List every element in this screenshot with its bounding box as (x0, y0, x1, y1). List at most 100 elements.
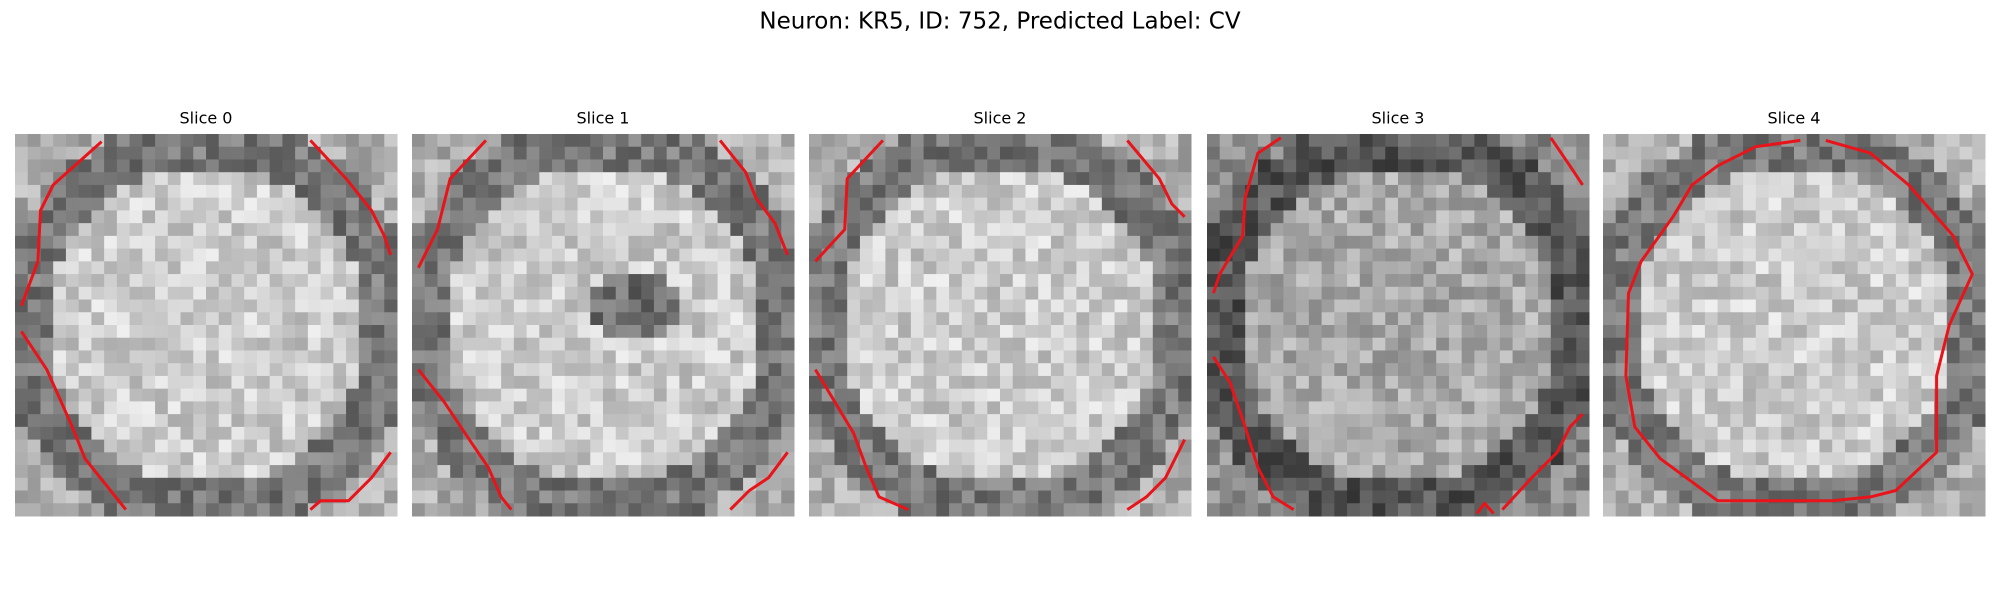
pixel (142, 388, 156, 402)
pixel (1076, 401, 1090, 415)
pixel (1038, 388, 1052, 402)
pixel (1385, 363, 1399, 377)
pixel (155, 439, 169, 453)
pixel (1385, 312, 1399, 326)
pixel (1972, 210, 1986, 224)
pixel (1692, 184, 1706, 199)
pixel (180, 388, 194, 402)
pixel (768, 312, 782, 326)
pixel (1283, 401, 1297, 415)
pixel (450, 184, 464, 199)
pixel (1679, 363, 1693, 377)
pixel (859, 426, 874, 441)
pixel (1755, 439, 1770, 453)
pixel (1959, 223, 1973, 237)
pixel (974, 159, 988, 173)
pixel (1743, 235, 1757, 250)
pixel (1321, 261, 1335, 275)
pixel (730, 223, 744, 237)
pixel (384, 312, 398, 326)
contour (417, 368, 513, 511)
pixel (1257, 299, 1272, 313)
pixel (437, 299, 451, 313)
pixel (333, 350, 347, 364)
pixel (1385, 210, 1399, 224)
pixel (167, 325, 182, 339)
pixel (564, 477, 579, 492)
pixel (1603, 503, 1617, 517)
pixel (1883, 477, 1897, 492)
pixel (821, 312, 835, 326)
pixel (821, 350, 835, 364)
pixel (384, 388, 398, 402)
pixel (666, 465, 680, 479)
pixel (781, 134, 795, 148)
pixel (526, 414, 540, 428)
pixel (872, 159, 886, 173)
pixel (1832, 248, 1846, 262)
pixel (437, 350, 451, 364)
pixel (1410, 350, 1424, 364)
pixel (641, 401, 655, 415)
pixel (1550, 388, 1565, 402)
pixel (437, 159, 451, 173)
pixel (781, 363, 795, 377)
pixel (615, 146, 629, 160)
pixel (295, 134, 309, 148)
pixel (1347, 286, 1361, 301)
pixel (462, 134, 477, 148)
pixel (1152, 312, 1167, 326)
pixel (1283, 465, 1297, 479)
pixel (1603, 477, 1617, 492)
pixel (244, 223, 258, 237)
pixel (1499, 325, 1514, 339)
pixel (1692, 197, 1706, 211)
pixel (1219, 146, 1233, 160)
pixel (218, 159, 232, 173)
pixel (898, 248, 912, 262)
pixel (1525, 414, 1539, 428)
pixel (936, 197, 950, 211)
pixel (78, 477, 92, 492)
pixel (513, 134, 528, 148)
pixel (1768, 337, 1782, 351)
pixel (1410, 172, 1424, 186)
pixel (320, 350, 334, 364)
pixel (1641, 261, 1655, 275)
pixel (320, 439, 334, 453)
pixel (1372, 337, 1386, 351)
pixel (1717, 477, 1731, 492)
pixel (256, 134, 271, 148)
pixel (1857, 172, 1871, 186)
pixel (809, 134, 823, 148)
pixel (1423, 490, 1437, 504)
pixel (231, 299, 245, 313)
pixel (384, 401, 398, 415)
pixel (384, 325, 398, 339)
pixel (974, 274, 988, 288)
pixel (116, 261, 131, 275)
pixel (346, 197, 360, 211)
pixel (1781, 325, 1795, 339)
pixel (590, 325, 604, 339)
pixel (1283, 159, 1297, 173)
pixel (1178, 325, 1192, 339)
pixel (590, 235, 604, 250)
pixel (371, 325, 385, 339)
pixel (1487, 146, 1501, 160)
pixel (1270, 439, 1284, 453)
pixel (1063, 172, 1077, 186)
pixel (577, 503, 591, 517)
pixel (1512, 375, 1526, 390)
pixel (1641, 388, 1655, 402)
pixel (590, 414, 604, 428)
pixel (1000, 363, 1014, 377)
pixel (1219, 286, 1233, 301)
pixel (1347, 197, 1361, 211)
pixel (1512, 146, 1526, 160)
pixel (1628, 388, 1642, 402)
pixel (104, 439, 118, 453)
pixel (1089, 452, 1103, 466)
pixel (704, 426, 719, 441)
pixel (40, 146, 54, 160)
